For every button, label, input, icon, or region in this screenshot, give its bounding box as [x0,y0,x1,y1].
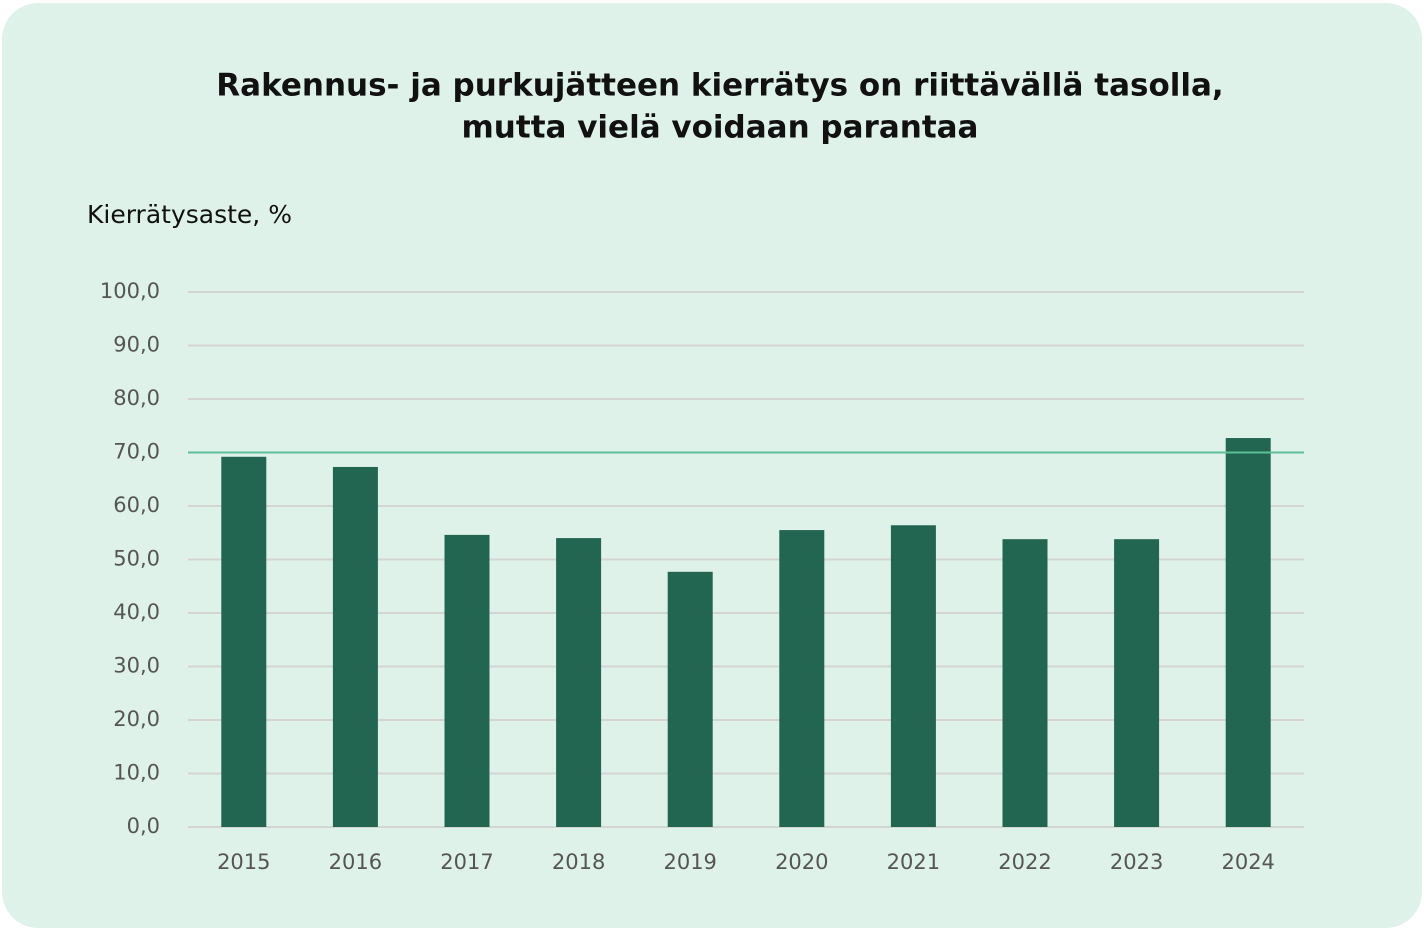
chart-title: mutta vielä voidaan parantaa [462,110,979,146]
y-tick-label: 70,0 [113,440,160,464]
bar [890,525,936,827]
x-tick-label: 2017 [440,850,493,874]
y-tick-label: 0,0 [127,814,160,838]
bar [1114,539,1160,827]
bar [1225,438,1271,827]
x-tick-label: 2024 [1221,850,1274,874]
x-tick-label: 2016 [329,850,382,874]
y-tick-label: 30,0 [113,654,160,678]
x-tick-label: 2019 [663,850,716,874]
y-tick-label: 80,0 [113,386,160,410]
x-tick-label: 2022 [998,850,1051,874]
bar [332,466,378,827]
x-tick-label: 2020 [775,850,828,874]
bar [667,571,713,827]
bar [556,538,602,827]
y-tick-label: 40,0 [113,600,160,624]
y-tick-label: 50,0 [113,547,160,571]
bar [1002,539,1048,827]
y-tick-label: 90,0 [113,333,160,357]
x-tick-label: 2021 [887,850,940,874]
x-tick-label: 2018 [552,850,605,874]
bar [779,530,825,827]
chart-title: Rakennus- ja purkujätteen kierrätys on r… [216,68,1223,104]
y-tick-label: 60,0 [113,493,160,517]
y-tick-label: 20,0 [113,707,160,731]
x-tick-label: 2023 [1110,850,1163,874]
y-tick-label: 10,0 [113,761,160,785]
x-tick-label: 2015 [217,850,270,874]
bar [444,534,490,827]
y-tick-label: 100,0 [100,279,160,303]
bar [221,456,267,827]
y-axis-label: Kierrätysaste, % [87,200,292,229]
